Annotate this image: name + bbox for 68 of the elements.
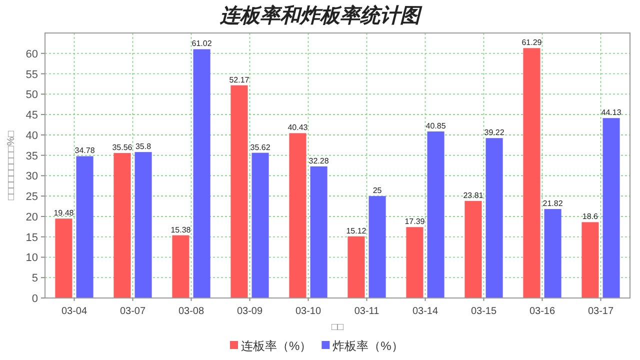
data-label: 52.17 [229,75,250,84]
bar [544,209,562,298]
bar [427,131,444,298]
data-label: 15.12 [346,226,367,236]
data-label: 61.29 [522,38,542,48]
y-tick-label: 10 [26,252,38,264]
bar [230,85,248,298]
data-label: 17.39 [404,217,426,226]
data-label: 44.13 [601,108,622,118]
y-tick-label: 5 [32,272,38,285]
legend-label: 连板率（%） [241,339,312,353]
y-tick-label: 45 [26,110,38,122]
bar [368,196,386,298]
bar [602,118,620,298]
data-label: 21.82 [542,199,564,208]
legend-label: 炸板率（%） [332,339,404,353]
data-label: 32.28 [308,156,330,166]
chart-title: 连板率和炸板率统计图 [219,4,423,27]
data-label: 35.8 [135,142,152,152]
data-label: 19.48 [54,208,74,218]
y-tick-label: 25 [26,191,38,204]
data-label: 25 [372,186,382,196]
x-tick-label: 03-09 [236,306,263,317]
bar [134,152,152,298]
x-tick-label: 03-15 [470,306,497,317]
bar [193,49,210,298]
x-tick-label: 03-11 [354,306,380,317]
bar [289,133,306,298]
y-axis-title: □□□□□□□□□%□ [6,130,17,200]
y-tick-label: 40 [26,130,38,142]
y-tick-label: 15 [26,232,38,244]
y-tick-label: 0 [32,293,38,305]
bar [582,222,599,298]
bar [406,227,424,298]
y-tick-label: 30 [26,170,38,183]
bar [348,236,365,298]
bar [76,156,94,298]
x-tick-label: 03-10 [295,306,322,317]
x-tick-label: 03-14 [412,306,438,317]
bar [252,152,269,298]
bar [114,153,131,298]
data-label: 18.6 [582,212,599,222]
bar [523,48,540,298]
y-tick-label: 60 [26,48,38,60]
data-label: 39.22 [484,128,505,138]
data-label: 23.81 [463,190,484,200]
x-tick-label: 03-08 [178,306,204,317]
y-tick-label: 35 [26,150,38,162]
bar [55,218,72,298]
x-tick-label: 03-16 [529,306,556,317]
data-label: 40.43 [288,123,308,132]
data-label: 15.38 [170,225,192,234]
x-tick-label: 03-07 [120,306,146,317]
bar [310,166,328,298]
data-label: 40.85 [426,121,446,130]
data-label: 61.02 [192,39,212,48]
x-tick-label: 03-04 [61,306,88,317]
x-tick-label: 03-17 [588,306,614,317]
y-tick-label: 55 [26,68,38,81]
data-label: 35.62 [250,142,271,152]
y-tick-label: 50 [26,89,38,102]
bar [464,200,482,298]
data-label: 34.78 [74,146,96,156]
y-tick-label: 20 [26,211,38,224]
data-label: 35.56 [112,143,133,152]
bar [172,235,190,298]
bar [486,138,503,298]
x-axis-title: □□ [331,322,344,333]
